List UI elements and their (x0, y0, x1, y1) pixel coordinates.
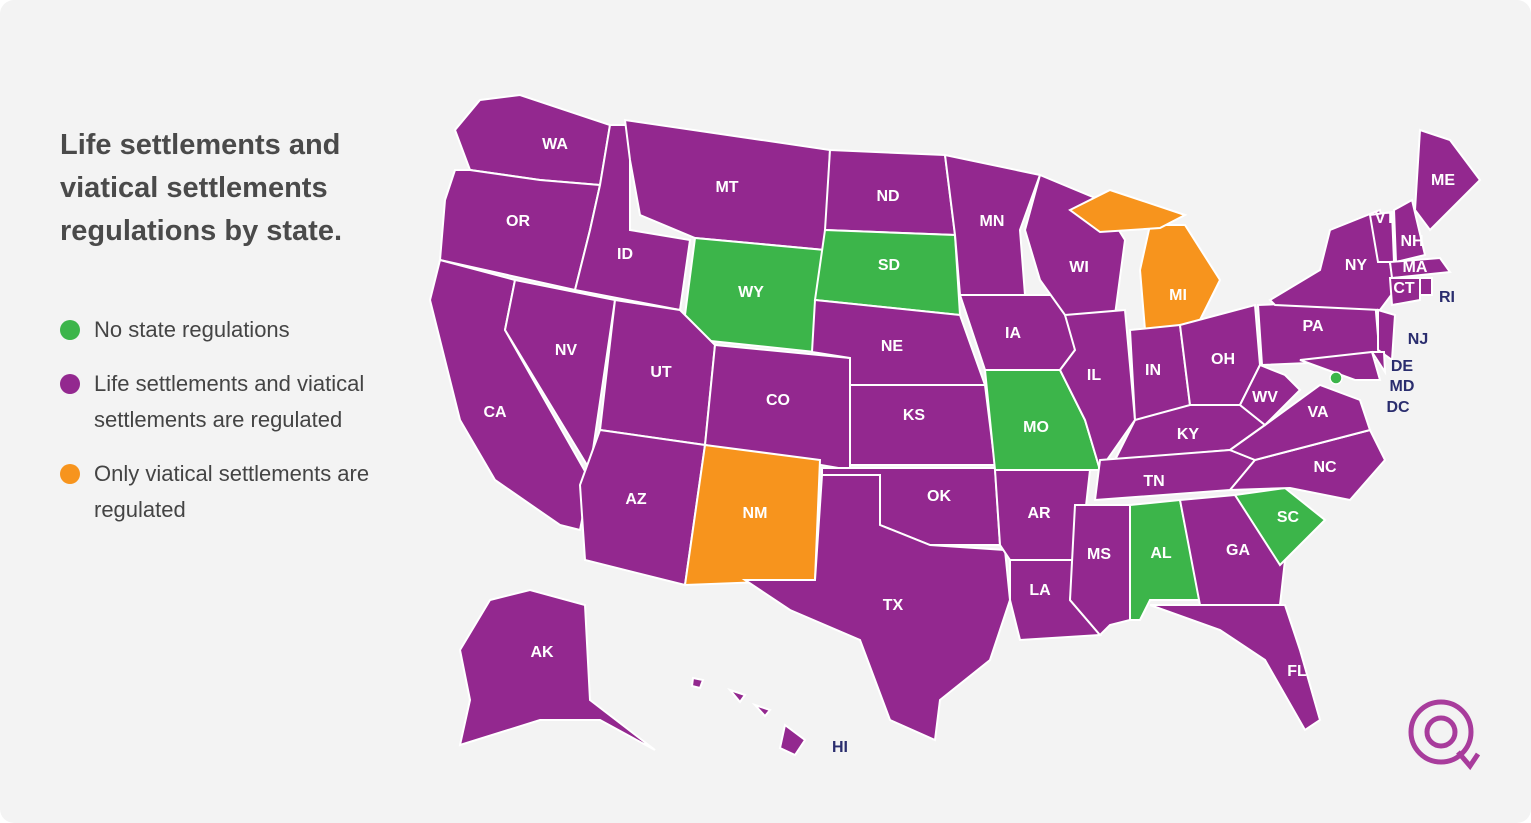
state-label: PA (1302, 318, 1323, 335)
legend: No state regulations Life settlements and… (60, 312, 420, 546)
state-label: UT (650, 364, 672, 381)
state (849, 384, 997, 466)
state-label: TX (883, 597, 904, 614)
state-label: VT (1375, 210, 1396, 227)
state-dot (1329, 371, 1343, 385)
state-label: WI (1069, 259, 1089, 276)
state-label: KY (1177, 426, 1200, 443)
state-label: KS (903, 407, 926, 424)
state-label: IL (1087, 367, 1101, 384)
state (1233, 486, 1327, 567)
legend-dot (60, 374, 80, 394)
state (458, 588, 656, 751)
state-label: HI (832, 739, 848, 756)
state (1377, 308, 1397, 362)
state-label: IA (1005, 325, 1021, 342)
state (1370, 351, 1387, 376)
state-label: MD (1390, 378, 1415, 395)
state-label: NJ (1408, 331, 1428, 348)
state (1388, 256, 1452, 280)
state (690, 676, 705, 690)
state-label: WV (1252, 389, 1278, 406)
title: Life settlements and viatical settlement… (60, 129, 343, 247)
state-label: VA (1307, 404, 1328, 421)
state-label: GA (1226, 542, 1250, 559)
legend-item: No state regulations (60, 312, 420, 348)
state (1138, 224, 1222, 331)
legend-item: Only viatical settlements are regulated (60, 456, 420, 528)
state-label: CT (1393, 280, 1415, 297)
state-label: CA (483, 404, 507, 421)
state (1238, 363, 1302, 427)
state-label: SD (878, 257, 900, 274)
state-label: OH (1211, 351, 1235, 368)
state-label: MN (980, 213, 1005, 230)
logo (1408, 699, 1481, 771)
state-label: AL (1150, 545, 1172, 562)
state (778, 723, 807, 757)
state-label: SC (1277, 509, 1300, 526)
state-label: IN (1145, 362, 1161, 379)
state-label: CO (766, 392, 790, 409)
state-label: FL (1287, 663, 1307, 680)
legend-dot (60, 464, 80, 484)
state-label: ND (876, 188, 899, 205)
state-label: RI (1439, 289, 1455, 306)
state-label: OR (506, 213, 530, 230)
legend-label: Only viatical settlements are regulated (94, 461, 370, 522)
state-label: AR (1027, 505, 1051, 522)
state-label: NE (881, 338, 904, 355)
state-label: DC (1386, 399, 1410, 416)
state-label: OK (927, 488, 951, 505)
state (741, 474, 1012, 742)
state-label: ID (617, 246, 633, 263)
state-label: NH (1400, 233, 1423, 250)
state (1388, 277, 1421, 307)
state-label: WA (542, 136, 568, 153)
state (1178, 493, 1287, 606)
state (1419, 277, 1433, 296)
state-label: NM (743, 505, 768, 522)
state-label: NC (1313, 459, 1337, 476)
legend-label: No state regulations (94, 317, 290, 342)
state (1068, 188, 1188, 234)
state-label: MO (1023, 419, 1049, 436)
state-label: LA (1029, 582, 1051, 599)
legend-item: Life settlements and viatical settlement… (60, 366, 420, 438)
state (1149, 604, 1322, 732)
state-label: WY (738, 284, 764, 301)
legend-label: Life settlements and viatical settlement… (94, 371, 365, 432)
state-label: NV (555, 342, 578, 359)
state-label: AZ (625, 491, 647, 508)
legend-dot (60, 320, 80, 340)
state (726, 687, 747, 704)
state (1413, 128, 1482, 232)
state-label: NY (1345, 257, 1368, 274)
state (1392, 198, 1427, 264)
state-label: TN (1143, 473, 1164, 490)
state-label: DE (1391, 358, 1414, 375)
state-label: MS (1087, 546, 1111, 563)
state-label: MA (1403, 259, 1428, 276)
state (1058, 308, 1137, 473)
state (751, 702, 772, 718)
state-label: AK (530, 644, 554, 661)
state (578, 428, 707, 587)
state-label: ME (1431, 172, 1455, 189)
state-label: MT (715, 179, 738, 196)
state-label: MI (1169, 287, 1187, 304)
